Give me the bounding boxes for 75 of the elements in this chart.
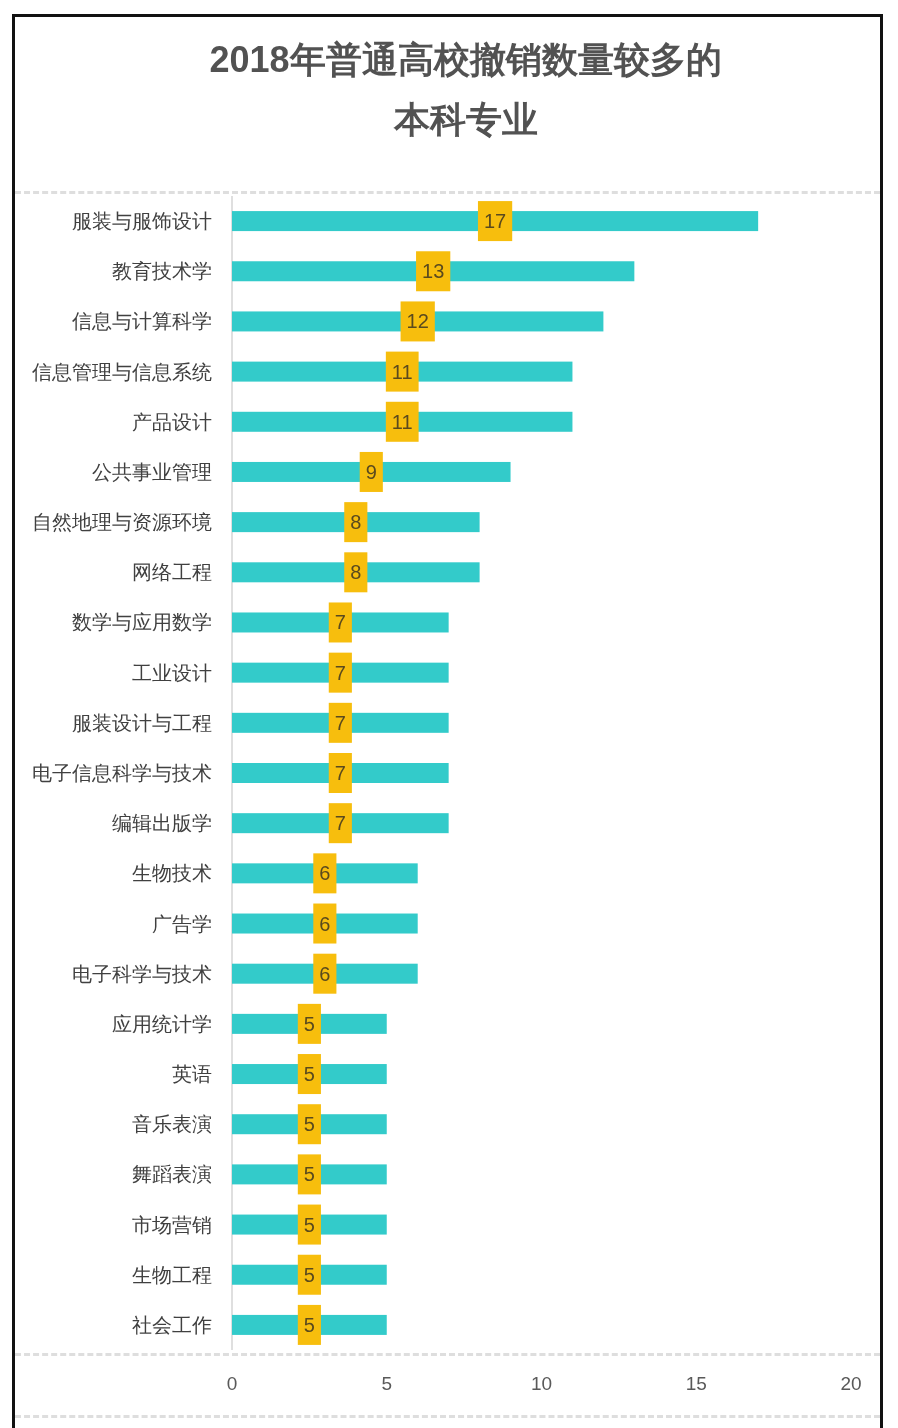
data-label: 8 <box>350 511 362 534</box>
chart-title: 2018年普通高校撤销数量较多的本科专业 <box>208 38 723 142</box>
y-tick-label: 产品设计 <box>132 410 212 433</box>
data-label: 6 <box>313 953 337 994</box>
y-tick-label: 英语 <box>172 1063 212 1086</box>
data-label: 11 <box>385 351 419 392</box>
data-label: 7 <box>328 652 352 693</box>
data-label: 11 <box>391 410 413 433</box>
y-tick-label: 音乐表演 <box>132 1113 212 1136</box>
y-tick-label: 服装设计与工程 <box>72 711 212 734</box>
x-tick-label: 5 <box>381 1372 393 1394</box>
y-tick-label: 应用统计学 <box>112 1012 212 1035</box>
data-label: 7 <box>334 762 346 784</box>
x-tick-label: 0 <box>226 1372 238 1394</box>
data-label: 5 <box>303 1263 315 1286</box>
data-label: 5 <box>297 1204 321 1245</box>
data-label: 7 <box>328 602 352 643</box>
data-label: 6 <box>319 962 331 985</box>
data-label: 13 <box>416 251 451 292</box>
x-tick-label: 10 <box>530 1372 553 1394</box>
y-tick-label: 广告学 <box>152 912 212 935</box>
data-label: 6 <box>319 912 331 935</box>
data-label: 11 <box>391 360 413 383</box>
y-tick-label: 电子信息科学与技术 <box>32 762 212 784</box>
data-label: 9 <box>359 451 383 492</box>
data-label: 7 <box>334 711 346 734</box>
y-tick-label: 电子科学与技术 <box>72 962 212 985</box>
y-tick-label: 编辑出版学 <box>112 812 212 835</box>
data-label: 5 <box>303 1113 315 1136</box>
data-label: 8 <box>344 552 368 593</box>
data-label: 7 <box>328 803 352 844</box>
data-label: 5 <box>303 1163 315 1186</box>
y-tick-label: 舞蹈表演 <box>132 1163 212 1186</box>
data-label: 5 <box>297 1154 321 1195</box>
data-label: 7 <box>328 753 352 793</box>
data-label: 8 <box>344 502 368 543</box>
y-tick-label: 社会工作 <box>132 1313 212 1336</box>
data-label: 9 <box>365 460 377 483</box>
data-label: 11 <box>385 401 419 442</box>
data-label: 5 <box>303 1012 315 1035</box>
data-label: 5 <box>297 1054 321 1095</box>
data-label: 6 <box>313 853 337 894</box>
data-label: 5 <box>303 1213 315 1236</box>
y-tick-label: 工业设计 <box>132 661 212 684</box>
data-label: 7 <box>328 702 352 743</box>
data-label: 5 <box>303 1313 315 1336</box>
y-tick-label: 教育技术学 <box>112 260 212 283</box>
y-tick-label: 公共事业管理 <box>92 460 212 483</box>
data-label: 8 <box>350 561 362 584</box>
data-label: 7 <box>334 661 346 684</box>
data-label: 12 <box>400 301 435 342</box>
data-label: 5 <box>297 1254 321 1295</box>
data-label: 5 <box>303 1063 315 1086</box>
y-tick-label: 服装与服饰设计 <box>72 210 212 233</box>
data-label: 5 <box>297 1104 321 1145</box>
data-label: 5 <box>297 1304 321 1345</box>
y-tick-label: 市场营销 <box>132 1213 212 1236</box>
x-tick-label: 15 <box>685 1372 707 1394</box>
x-tick-label: 20 <box>840 1372 862 1394</box>
y-tick-label: 信息管理与信息系统 <box>32 360 212 383</box>
data-label: 6 <box>313 903 337 944</box>
y-tick-label: 网络工程 <box>132 561 212 584</box>
data-label: 12 <box>406 310 429 333</box>
data-label: 17 <box>483 210 507 233</box>
y-tick-label: 信息与计算科学 <box>72 310 212 333</box>
data-label: 17 <box>477 201 513 242</box>
data-label: 5 <box>297 1003 321 1044</box>
data-label: 13 <box>422 260 445 283</box>
data-label: 7 <box>334 611 346 634</box>
y-tick-label: 自然地理与资源环境 <box>32 511 212 534</box>
y-tick-label: 生物技术 <box>132 862 212 885</box>
data-label: 6 <box>319 862 331 885</box>
y-tick-label: 生物工程 <box>132 1263 212 1286</box>
data-label: 7 <box>334 812 346 835</box>
y-tick-label: 数学与应用数学 <box>72 611 212 634</box>
